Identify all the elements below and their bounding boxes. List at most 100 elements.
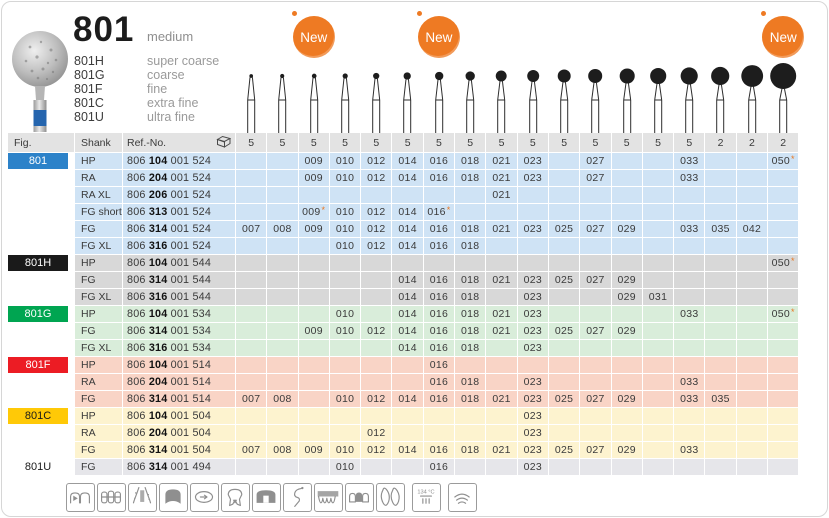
bur-figure: [236, 55, 266, 133]
size-cell: [392, 425, 423, 441]
ref-number-cell: 806 314 001 534: [123, 323, 235, 339]
size-cell: 021: [486, 153, 517, 169]
size-cell: 025: [548, 221, 580, 237]
size-cell: [329, 340, 361, 356]
bur-figure: [518, 55, 548, 133]
size-cell: [611, 238, 642, 254]
size-cell: [236, 340, 267, 356]
size-cell: [361, 459, 392, 475]
size-cell: 016: [423, 153, 455, 169]
new-badge-label: New: [300, 29, 328, 45]
size-cell: [642, 272, 674, 288]
variant-grit: ultra fine: [147, 110, 195, 124]
size-cell: [642, 391, 674, 407]
size-cell: 027: [580, 323, 611, 339]
variant-code: 801G: [74, 68, 105, 82]
fig-cell: [8, 340, 74, 356]
ref-number-cell: 806 104 001 514: [123, 357, 235, 373]
size-cell: [267, 289, 298, 305]
ref-number-cell: 806 316 001 544: [123, 289, 235, 305]
size-cell: [736, 391, 768, 407]
new-badge-dot: [291, 11, 297, 16]
size-cell: [674, 255, 705, 271]
size-cell: [611, 459, 642, 475]
bur-figure: [549, 55, 579, 133]
bur-figure: [299, 55, 329, 133]
shank-cell: RA: [75, 374, 122, 390]
size-cell: 010: [329, 306, 361, 322]
size-cell: 012: [361, 238, 392, 254]
size-cell: [642, 255, 674, 271]
size-cell: [705, 204, 736, 220]
size-cell: [642, 187, 674, 203]
size-cell: [705, 357, 736, 373]
size-cell: 021: [486, 170, 517, 186]
shank-cell: HP: [75, 357, 122, 373]
pack-quantity: 5: [580, 133, 611, 152]
size-cell: [548, 289, 580, 305]
size-cell: 016: [423, 374, 455, 390]
size-cell: [642, 238, 674, 254]
size-cell: 027: [580, 391, 611, 407]
size-cell: 018: [455, 153, 486, 169]
size-cell: [267, 153, 298, 169]
size-cell: [642, 306, 674, 322]
size-cell: [705, 408, 736, 424]
size-cell: 009: [298, 153, 329, 169]
size-cell: [267, 459, 298, 475]
size-cell: [736, 323, 768, 339]
size-cell: [455, 357, 486, 373]
size-cell: [642, 442, 674, 458]
size-cell: [642, 221, 674, 237]
size-cell: [267, 255, 298, 271]
new-size-asterisk: *: [321, 204, 326, 215]
bur-figure: [424, 55, 454, 133]
size-cell: [642, 170, 674, 186]
size-cell: [236, 408, 267, 424]
size-cell: [580, 408, 611, 424]
bur-figure: [768, 55, 798, 133]
size-cell: 050 *: [768, 255, 799, 271]
variant-code: 801H: [74, 54, 104, 68]
size-cell: [298, 459, 329, 475]
size-cell: 023: [517, 391, 548, 407]
size-cell: 018: [455, 170, 486, 186]
size-cell: [361, 272, 392, 288]
inlay-prep-icon: [252, 483, 281, 512]
pack-quantity: 2: [768, 133, 799, 152]
ref-number-cell: 806 313 001 524: [123, 204, 235, 220]
size-cell: 029: [611, 221, 642, 237]
size-cell: [423, 425, 455, 441]
rotary-motion-icon: [190, 483, 219, 512]
size-cell: [705, 170, 736, 186]
size-cell: [329, 425, 361, 441]
size-cell: [267, 272, 298, 288]
size-cell: [642, 459, 674, 475]
size-cell: [705, 323, 736, 339]
size-cell: [705, 272, 736, 288]
size-cell: [486, 289, 517, 305]
size-cell: [298, 408, 329, 424]
size-cell: 014: [392, 238, 423, 254]
new-badge-dot: [761, 11, 767, 16]
size-cell: [298, 272, 329, 288]
size-cell: [611, 204, 642, 220]
size-cell: 012: [361, 323, 392, 339]
size-cell: [236, 374, 267, 390]
size-cell: [611, 255, 642, 271]
veneer-crowns-icon: [376, 483, 405, 512]
size-cell: [486, 357, 517, 373]
shank-column-header: Shank: [75, 133, 122, 152]
size-cell: 008: [267, 442, 298, 458]
size-cell: [329, 289, 361, 305]
size-cell: [361, 408, 392, 424]
size-cell: [267, 204, 298, 220]
shank-cell: FG XL: [75, 238, 122, 254]
size-cell: [611, 170, 642, 186]
size-cell: [611, 153, 642, 169]
size-cell: [486, 238, 517, 254]
product-name: 801: [73, 10, 135, 49]
size-cell: [736, 374, 768, 390]
size-cell: 007: [236, 442, 267, 458]
ref-column-header: Ref.-No.: [123, 133, 235, 152]
